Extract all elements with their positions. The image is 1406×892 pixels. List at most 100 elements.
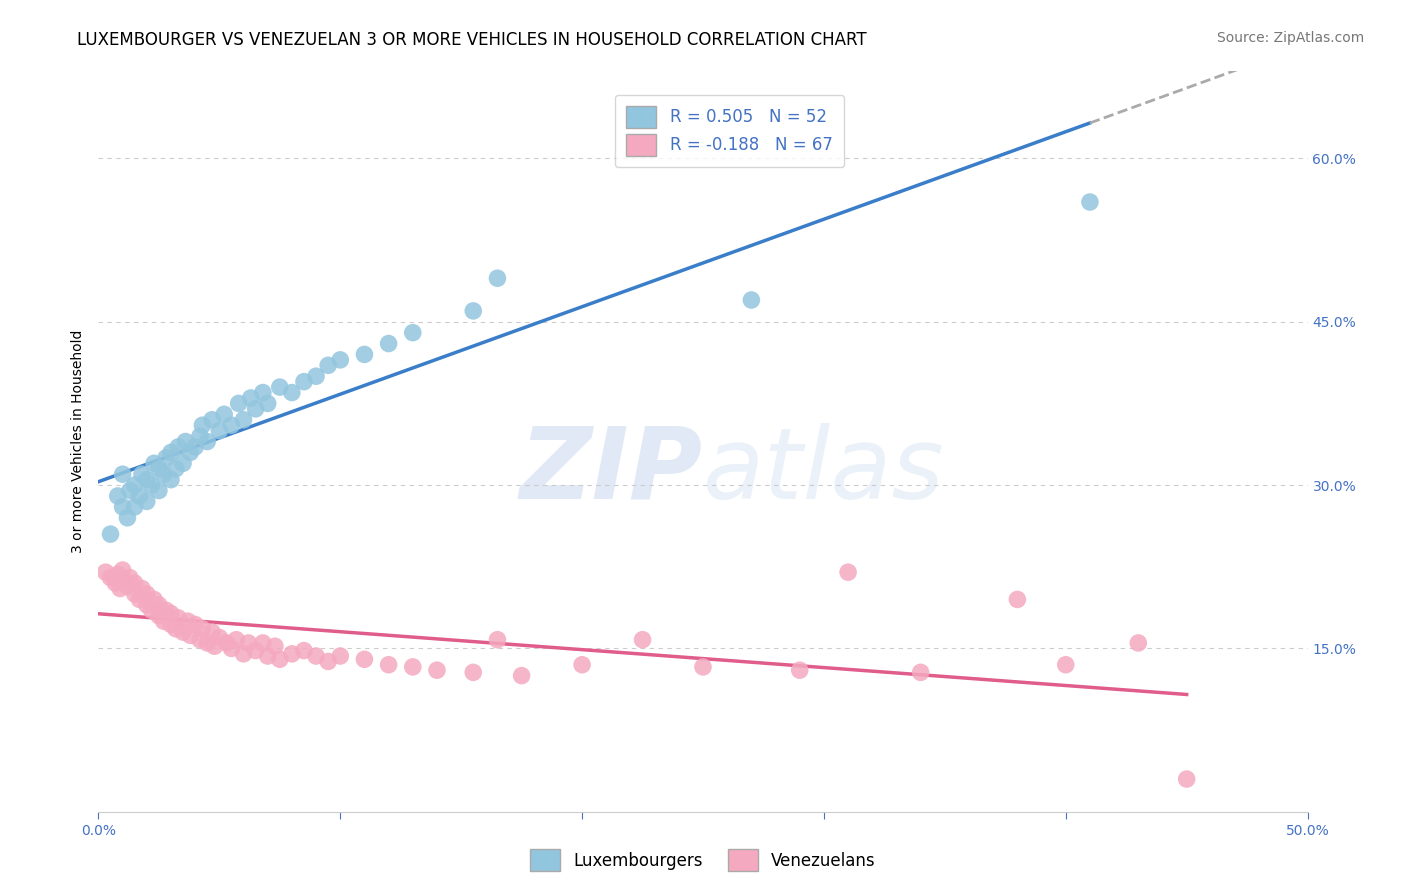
Text: atlas: atlas — [703, 423, 945, 520]
Point — [463, 665, 485, 680]
Point — [152, 614, 174, 628]
Point — [463, 304, 485, 318]
Text: LUXEMBOURGER VS VENEZUELAN 3 OR MORE VEHICLES IN HOUSEHOLD CORRELATION CHART: LUXEMBOURGER VS VENEZUELAN 3 OR MORE VEH… — [77, 31, 868, 49]
Point — [94, 565, 117, 579]
Point — [486, 271, 509, 285]
Point — [329, 352, 352, 367]
Point — [264, 639, 287, 653]
Point — [165, 462, 187, 476]
Point — [201, 625, 224, 640]
Point — [305, 648, 328, 663]
Point — [837, 565, 859, 579]
Legend: R = 0.505   N = 52, R = -0.188   N = 67: R = 0.505 N = 52, R = -0.188 N = 67 — [614, 95, 844, 168]
Point — [228, 396, 250, 410]
Point — [179, 445, 201, 459]
Point — [281, 385, 304, 400]
Point — [117, 510, 139, 524]
Point — [135, 494, 157, 508]
Point — [104, 576, 127, 591]
Point — [141, 478, 163, 492]
Point — [143, 592, 166, 607]
Point — [212, 407, 235, 421]
Point — [1054, 657, 1077, 672]
Point — [184, 617, 207, 632]
Point — [128, 489, 150, 503]
Point — [160, 617, 183, 632]
Text: Source: ZipAtlas.com: Source: ZipAtlas.com — [1216, 31, 1364, 45]
Point — [256, 648, 278, 663]
Point — [232, 647, 254, 661]
Point — [172, 625, 194, 640]
Point — [215, 636, 238, 650]
Point — [118, 483, 141, 498]
Point — [111, 573, 134, 587]
Point — [208, 631, 231, 645]
Point — [377, 657, 399, 672]
Point — [1128, 636, 1150, 650]
Point — [353, 652, 375, 666]
Point — [510, 668, 533, 682]
Point — [124, 587, 146, 601]
Point — [135, 473, 157, 487]
Point — [131, 582, 153, 596]
Point — [188, 429, 211, 443]
Point — [201, 413, 224, 427]
Point — [740, 293, 762, 307]
Point — [174, 434, 197, 449]
Point — [155, 450, 177, 465]
Point — [117, 579, 139, 593]
Point — [160, 445, 183, 459]
Point — [128, 592, 150, 607]
Point — [353, 347, 375, 361]
Point — [167, 611, 190, 625]
Point — [179, 628, 201, 642]
Point — [148, 483, 170, 498]
Point — [329, 648, 352, 663]
Point — [172, 456, 194, 470]
Point — [316, 359, 339, 373]
Point — [1078, 194, 1101, 209]
Point — [155, 603, 177, 617]
Point — [245, 643, 267, 657]
Point — [195, 434, 218, 449]
Point — [160, 607, 183, 621]
Point — [152, 467, 174, 482]
Point — [204, 639, 226, 653]
Point — [221, 418, 243, 433]
Point — [292, 375, 315, 389]
Point — [245, 401, 267, 416]
Point — [107, 567, 129, 582]
Point — [100, 527, 122, 541]
Point — [100, 571, 122, 585]
Point — [148, 598, 170, 612]
Point — [188, 632, 211, 647]
Point — [692, 660, 714, 674]
Point — [124, 500, 146, 514]
Point — [124, 576, 146, 591]
Point — [118, 571, 141, 585]
Point — [305, 369, 328, 384]
Point — [269, 652, 291, 666]
Point — [111, 563, 134, 577]
Point — [135, 598, 157, 612]
Point — [316, 655, 339, 669]
Point — [111, 467, 134, 482]
Point — [148, 462, 170, 476]
Point — [426, 663, 449, 677]
Y-axis label: 3 or more Vehicles in Household: 3 or more Vehicles in Household — [70, 330, 84, 553]
Point — [107, 489, 129, 503]
Point — [256, 396, 278, 410]
Point — [281, 647, 304, 661]
Point — [225, 632, 247, 647]
Point — [252, 385, 274, 400]
Point — [238, 636, 260, 650]
Point — [141, 603, 163, 617]
Point — [191, 622, 214, 636]
Point — [195, 636, 218, 650]
Point — [184, 440, 207, 454]
Legend: Luxembourgers, Venezuelans: Luxembourgers, Venezuelans — [522, 841, 884, 880]
Point — [910, 665, 932, 680]
Point — [232, 413, 254, 427]
Point — [252, 636, 274, 650]
Point — [135, 587, 157, 601]
